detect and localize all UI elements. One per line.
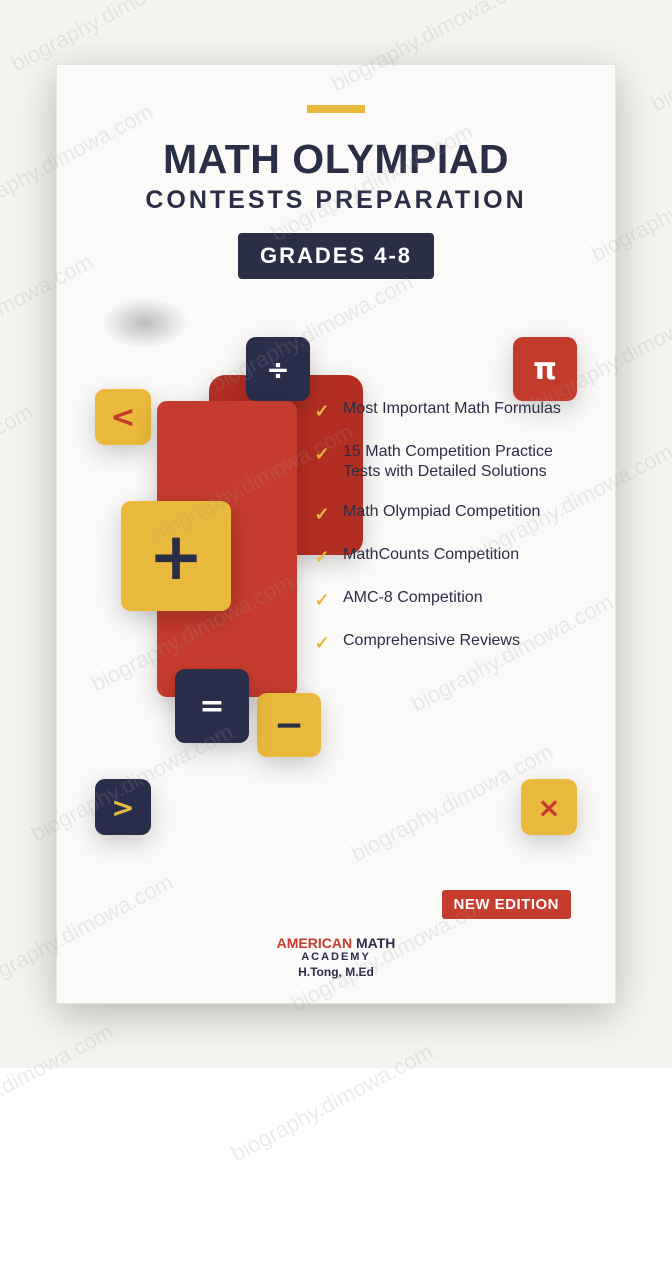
artwork: < ÷ π + = − > × ✓ Most Important Math For… <box>101 297 571 857</box>
grades-badge: GRADES 4-8 <box>238 233 434 279</box>
feature-item: ✓ 15 Math Competition Practice Tests with… <box>311 442 571 482</box>
plus-icon: + <box>121 501 231 611</box>
pi-glyph: π <box>533 352 557 387</box>
check-icon: ✓ <box>311 546 333 568</box>
feature-text: Most Important Math Formulas <box>343 399 561 419</box>
feature-item: ✓ Comprehensive Reviews <box>311 631 571 654</box>
feature-text: AMC-8 Competition <box>343 588 483 608</box>
gt-glyph: > <box>111 791 134 824</box>
feature-text: Math Olympiad Competition <box>343 502 540 522</box>
publisher-sub: ACADEMY <box>57 951 615 963</box>
publisher-brand: AMERICAN MATH <box>57 935 615 951</box>
feature-item: ✓ Math Olympiad Competition <box>311 502 571 525</box>
minus-icon: − <box>257 693 321 757</box>
brand-part-2: MATH <box>356 935 395 951</box>
feature-text: Comprehensive Reviews <box>343 631 520 651</box>
feature-text: 15 Math Competition Practice Tests with … <box>343 442 571 482</box>
check-icon: ✓ <box>311 589 333 611</box>
title-line-1: MATH OLYMPIAD <box>101 139 571 180</box>
page: biography.dimowa.combiography.dimowa.com… <box>0 0 672 1068</box>
publisher-block: AMERICAN MATH ACADEMY H.Tong, M.Ed <box>57 935 615 979</box>
equals-icon: = <box>175 669 249 743</box>
feature-item: ✓ MathCounts Competition <box>311 545 571 568</box>
feature-item: ✓ Most Important Math Formulas <box>311 399 571 422</box>
book-cover: MATH OLYMPIAD CONTESTS PREPARATION GRADE… <box>56 64 616 1004</box>
brand-part-1: AMERICAN <box>277 935 356 951</box>
check-icon: ✓ <box>311 400 333 422</box>
feature-list: ✓ Most Important Math Formulas ✓ 15 Math Co… <box>311 399 571 674</box>
div-glyph: ÷ <box>266 353 289 386</box>
author: H.Tong, M.Ed <box>57 965 615 979</box>
multiply-icon: × <box>521 779 577 835</box>
title-line-2: CONTESTS PREPARATION <box>101 186 571 215</box>
drop-shadow <box>101 297 189 349</box>
pi-icon: π <box>513 337 577 401</box>
plus-glyph: + <box>148 518 203 595</box>
lt-glyph: < <box>110 400 135 435</box>
check-icon: ✓ <box>311 503 333 525</box>
greater-than-icon: > <box>95 779 151 835</box>
x-glyph: × <box>537 791 560 824</box>
less-than-icon: < <box>95 389 151 445</box>
check-icon: ✓ <box>311 443 333 465</box>
check-icon: ✓ <box>311 632 333 654</box>
divide-icon: ÷ <box>246 337 310 401</box>
minus-glyph: − <box>274 705 304 746</box>
new-edition-badge: NEW EDITION <box>442 890 572 919</box>
feature-item: ✓ AMC-8 Competition <box>311 588 571 611</box>
feature-text: MathCounts Competition <box>343 545 519 565</box>
grades-badge-wrap: GRADES 4-8 <box>101 233 571 279</box>
accent-bar <box>307 105 365 113</box>
eq-glyph: = <box>199 689 224 724</box>
